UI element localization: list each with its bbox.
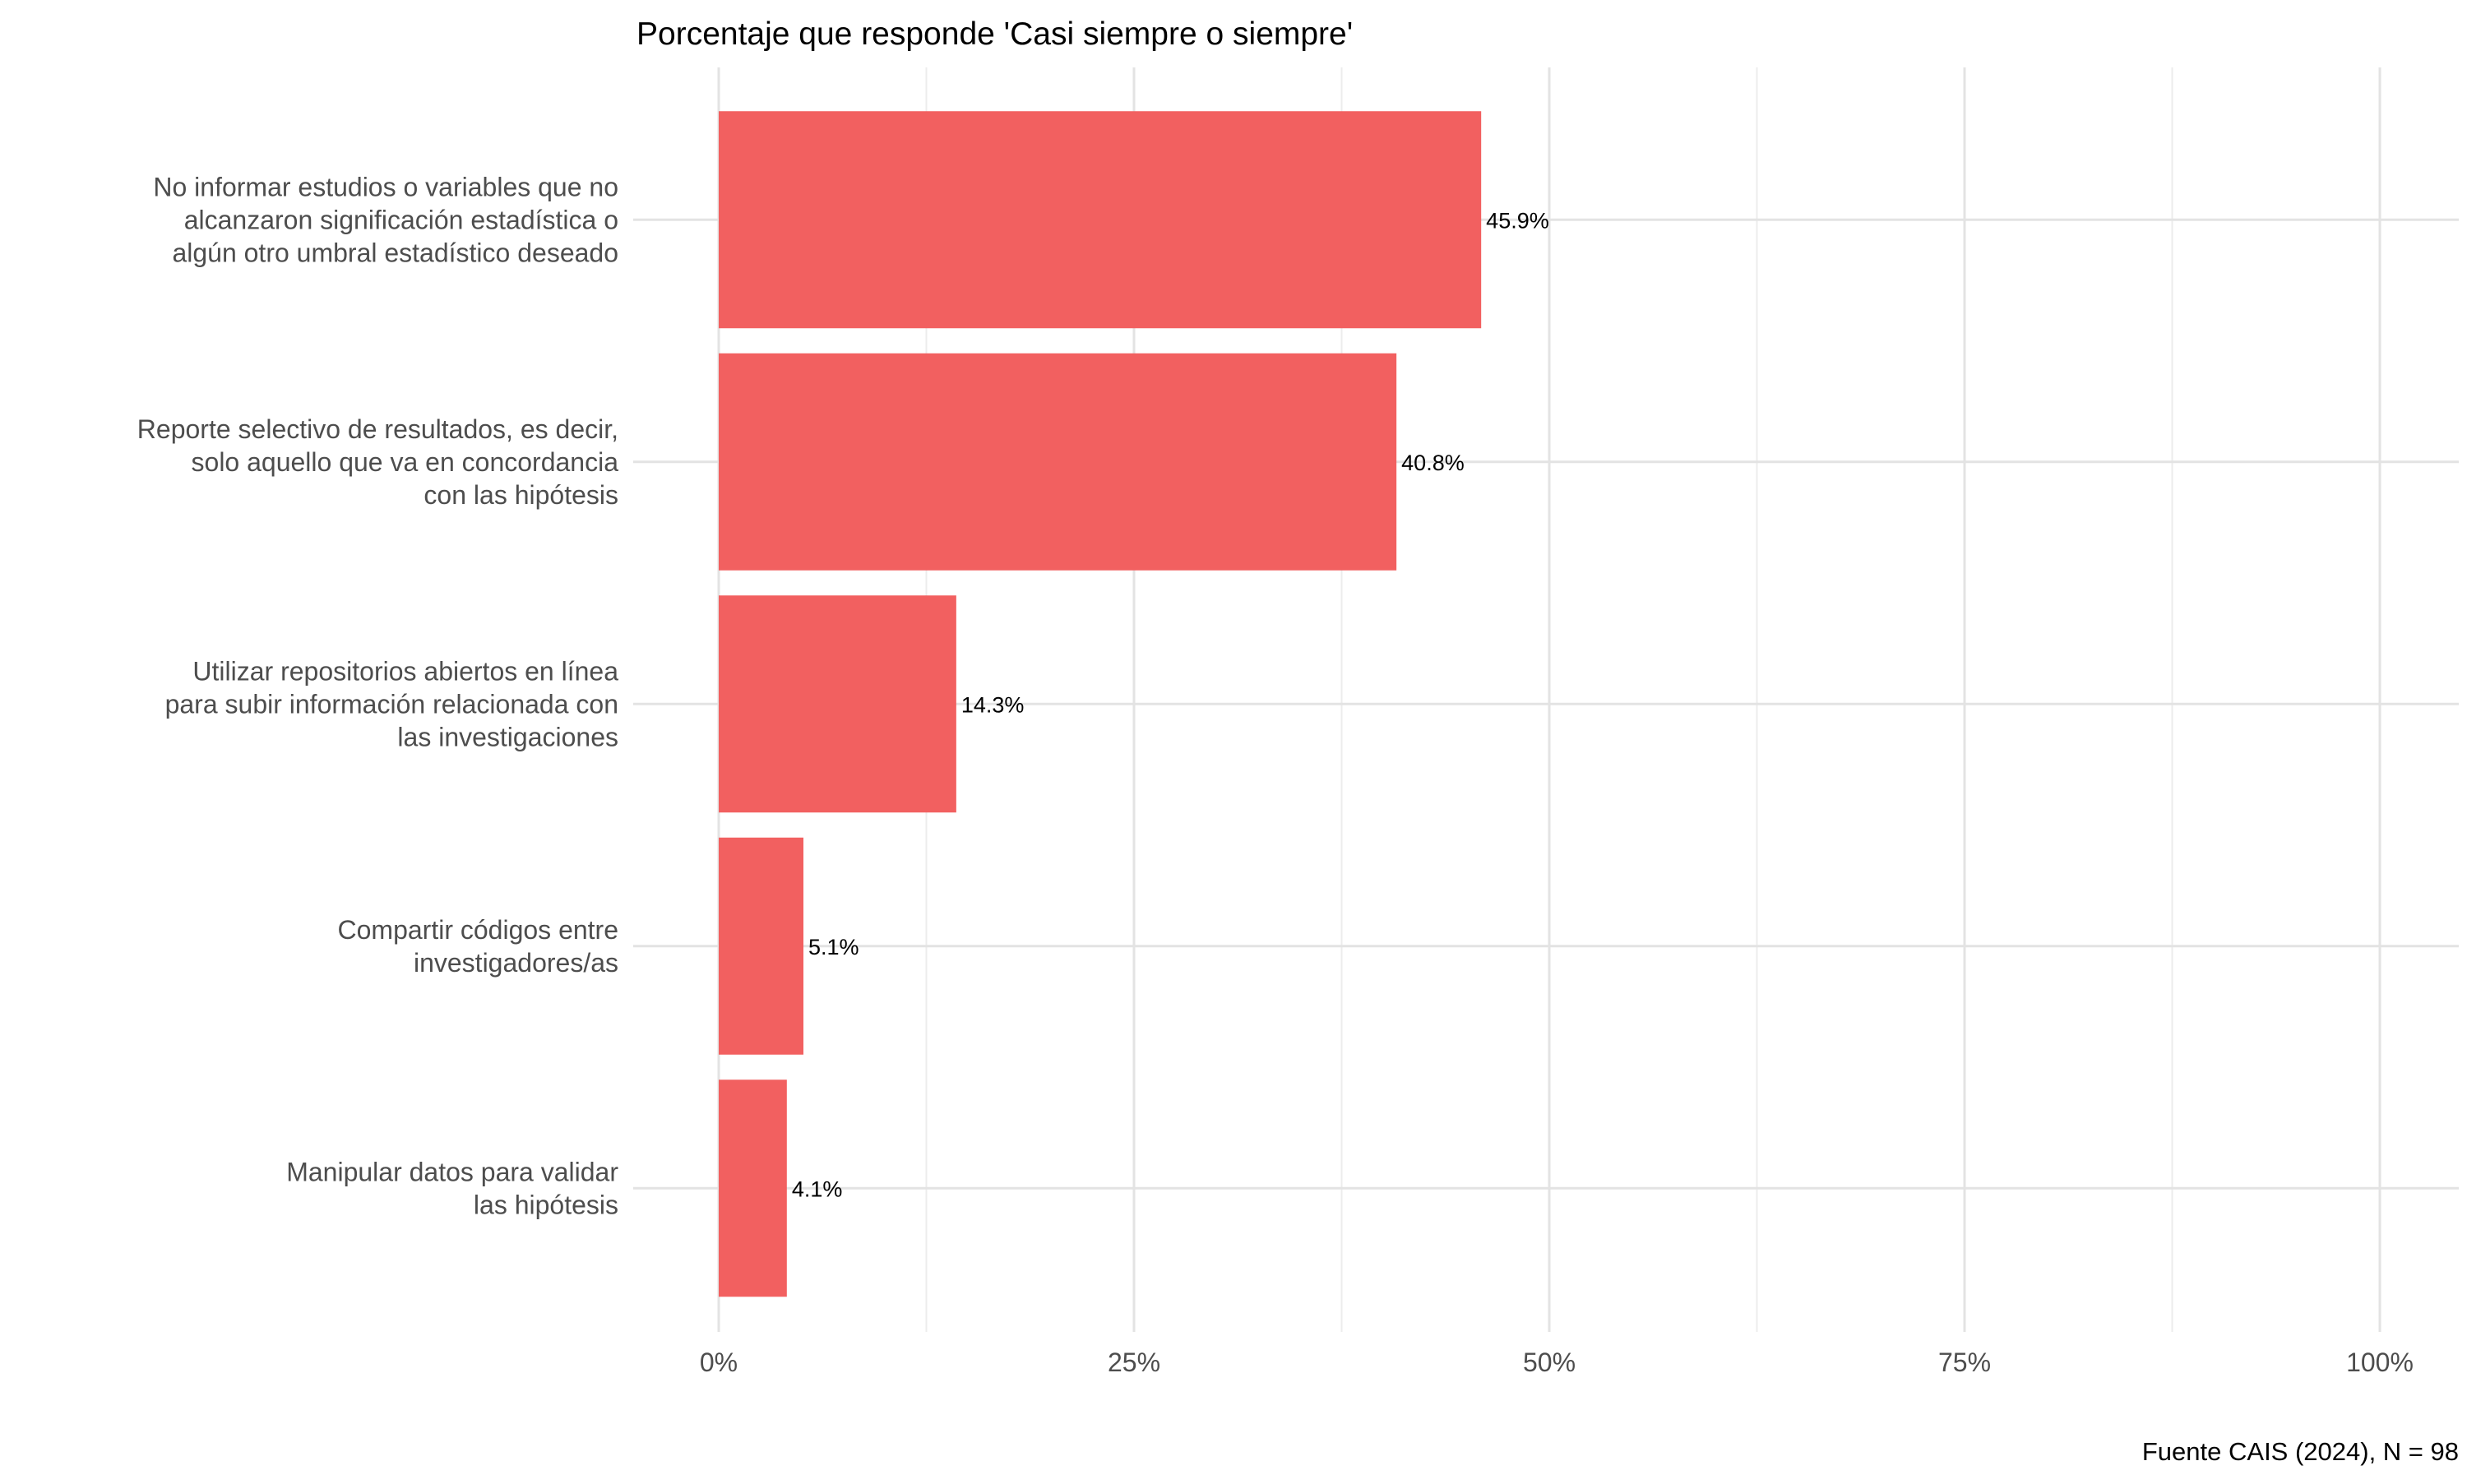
category-label-line: para subir información relacionada con bbox=[165, 689, 618, 719]
category-label-line: No informar estudios o variables que no bbox=[153, 172, 618, 201]
data-label: 14.3% bbox=[961, 692, 1025, 717]
category-label: Manipular datos para validar las hipótesi… bbox=[286, 1157, 618, 1219]
data-label: 45.9% bbox=[1486, 208, 1549, 233]
labels-layer: 45.9% No informar estudios o variables qu… bbox=[137, 172, 2414, 1377]
chart-caption: Fuente CAIS (2024), N = 98 bbox=[2142, 1437, 2459, 1466]
data-label: 5.1% bbox=[808, 935, 859, 959]
category-label: Utilizar repositorios abiertos en línea p… bbox=[165, 656, 619, 751]
bar bbox=[719, 353, 1397, 571]
bar bbox=[719, 111, 1482, 329]
category-label-line: alcanzaron significación estadística o bbox=[184, 205, 618, 234]
category-label-line: con las hipótesis bbox=[424, 480, 618, 510]
category-label: Reporte selectivo de resultados, es deci… bbox=[137, 414, 618, 510]
bars-layer bbox=[719, 111, 1482, 1297]
category-label-line: solo aquello que va en concordancia bbox=[192, 447, 619, 477]
bar bbox=[719, 1079, 787, 1297]
x-tick-label: 50% bbox=[1523, 1348, 1576, 1377]
category-label-line: las hipótesis bbox=[474, 1190, 618, 1219]
category-label-line: las investigaciones bbox=[397, 722, 618, 751]
x-tick-label: 0% bbox=[700, 1348, 738, 1377]
x-tick-label: 25% bbox=[1108, 1348, 1160, 1377]
category-label-line: Compartir códigos entre bbox=[338, 915, 618, 945]
category-label-line: Utilizar repositorios abiertos en línea bbox=[192, 656, 618, 686]
bar bbox=[719, 595, 956, 813]
category-label-line: algún otro umbral estadístico deseado bbox=[172, 238, 618, 267]
category-label: Compartir códigos entre investigadores/as bbox=[338, 915, 618, 978]
category-label-line: Manipular datos para validar bbox=[286, 1157, 618, 1186]
category-label-line: investigadores/as bbox=[414, 948, 618, 978]
bar bbox=[719, 837, 804, 1055]
x-tick-label: 75% bbox=[1938, 1348, 1991, 1377]
category-label-line: Reporte selectivo de resultados, es deci… bbox=[137, 414, 618, 444]
data-label: 4.1% bbox=[792, 1177, 843, 1201]
x-tick-label: 100% bbox=[2346, 1348, 2414, 1377]
chart-title: Porcentaje que responde 'Casi siempre o … bbox=[636, 16, 1353, 52]
category-label: No informar estudios o variables que no a… bbox=[153, 172, 618, 267]
data-label: 40.8% bbox=[1401, 451, 1465, 475]
